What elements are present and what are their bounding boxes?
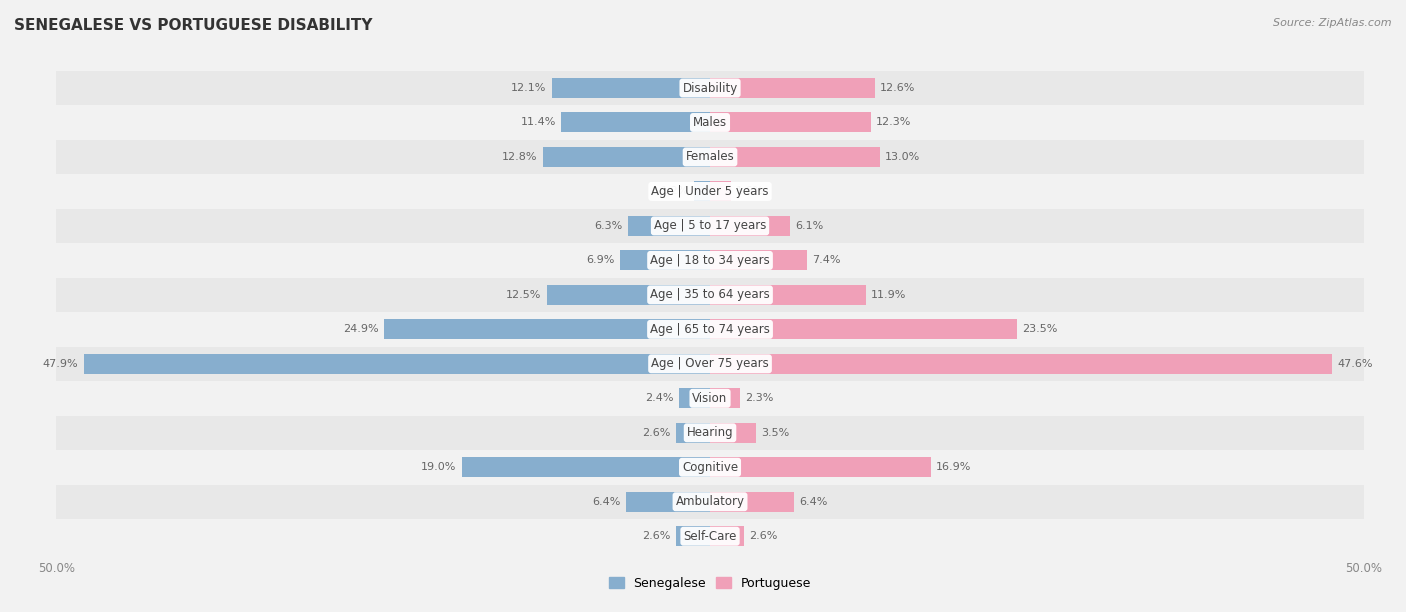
Text: 2.6%: 2.6% (643, 428, 671, 438)
Text: 2.4%: 2.4% (645, 394, 673, 403)
Bar (626, 492, 710, 512)
Bar (676, 423, 710, 443)
Bar (710, 181, 731, 201)
Bar (679, 389, 710, 408)
Bar (56, 140, 1364, 174)
Bar (561, 113, 710, 132)
Bar (56, 209, 1364, 243)
Text: Age | Under 5 years: Age | Under 5 years (651, 185, 769, 198)
Bar (710, 319, 1018, 340)
Text: 12.5%: 12.5% (506, 290, 541, 300)
Text: SENEGALESE VS PORTUGUESE DISABILITY: SENEGALESE VS PORTUGUESE DISABILITY (14, 18, 373, 34)
Text: Females: Females (686, 151, 734, 163)
Text: Vision: Vision (692, 392, 728, 405)
Text: Ambulatory: Ambulatory (675, 495, 745, 508)
Text: 16.9%: 16.9% (936, 462, 972, 472)
Bar (710, 354, 1333, 374)
Text: 12.3%: 12.3% (876, 118, 911, 127)
Bar (384, 319, 710, 340)
Bar (710, 147, 880, 167)
Bar (56, 312, 1364, 346)
Bar (551, 78, 710, 98)
Text: Age | 35 to 64 years: Age | 35 to 64 years (650, 288, 770, 301)
Text: Age | 65 to 74 years: Age | 65 to 74 years (650, 323, 770, 336)
Bar (710, 492, 794, 512)
Bar (84, 354, 710, 374)
Text: 6.3%: 6.3% (595, 221, 623, 231)
Text: 13.0%: 13.0% (886, 152, 921, 162)
Legend: Senegalese, Portuguese: Senegalese, Portuguese (603, 572, 817, 595)
Text: 24.9%: 24.9% (343, 324, 380, 334)
Text: 23.5%: 23.5% (1022, 324, 1057, 334)
Text: Disability: Disability (682, 81, 738, 94)
Text: 12.8%: 12.8% (502, 152, 537, 162)
Bar (56, 519, 1364, 553)
Bar (710, 78, 875, 98)
Text: Males: Males (693, 116, 727, 129)
Bar (710, 113, 870, 132)
Bar (543, 147, 710, 167)
Bar (627, 216, 710, 236)
Bar (56, 243, 1364, 278)
Text: Age | 18 to 34 years: Age | 18 to 34 years (650, 254, 770, 267)
Bar (620, 250, 710, 271)
Bar (56, 450, 1364, 485)
Bar (547, 285, 710, 305)
Bar (695, 181, 710, 201)
Text: 1.6%: 1.6% (737, 187, 765, 196)
Text: 6.9%: 6.9% (586, 255, 614, 266)
Text: Source: ZipAtlas.com: Source: ZipAtlas.com (1274, 18, 1392, 28)
Text: 6.4%: 6.4% (799, 497, 827, 507)
Bar (461, 457, 710, 477)
Bar (56, 346, 1364, 381)
Bar (56, 105, 1364, 140)
Text: 19.0%: 19.0% (420, 462, 457, 472)
Text: 6.4%: 6.4% (593, 497, 621, 507)
Text: 6.1%: 6.1% (794, 221, 824, 231)
Bar (710, 526, 744, 547)
Bar (710, 389, 740, 408)
Text: 2.6%: 2.6% (643, 531, 671, 541)
Bar (710, 457, 931, 477)
Text: 7.4%: 7.4% (813, 255, 841, 266)
Bar (56, 416, 1364, 450)
Text: 2.6%: 2.6% (749, 531, 778, 541)
Text: Self-Care: Self-Care (683, 530, 737, 543)
Bar (56, 485, 1364, 519)
Bar (710, 423, 756, 443)
Text: Age | Over 75 years: Age | Over 75 years (651, 357, 769, 370)
Bar (56, 174, 1364, 209)
Text: 11.9%: 11.9% (870, 290, 907, 300)
Bar (710, 250, 807, 271)
Text: Cognitive: Cognitive (682, 461, 738, 474)
Text: 2.3%: 2.3% (745, 394, 773, 403)
Bar (676, 526, 710, 547)
Text: Age | 5 to 17 years: Age | 5 to 17 years (654, 220, 766, 233)
Text: 12.1%: 12.1% (512, 83, 547, 93)
Text: 11.4%: 11.4% (520, 118, 555, 127)
Text: 47.9%: 47.9% (42, 359, 79, 369)
Text: 12.6%: 12.6% (880, 83, 915, 93)
Text: Hearing: Hearing (686, 427, 734, 439)
Text: 1.2%: 1.2% (661, 187, 689, 196)
Text: 3.5%: 3.5% (761, 428, 789, 438)
Bar (56, 381, 1364, 416)
Bar (710, 285, 866, 305)
Text: 47.6%: 47.6% (1337, 359, 1374, 369)
Bar (710, 216, 790, 236)
Bar (56, 278, 1364, 312)
Bar (56, 71, 1364, 105)
